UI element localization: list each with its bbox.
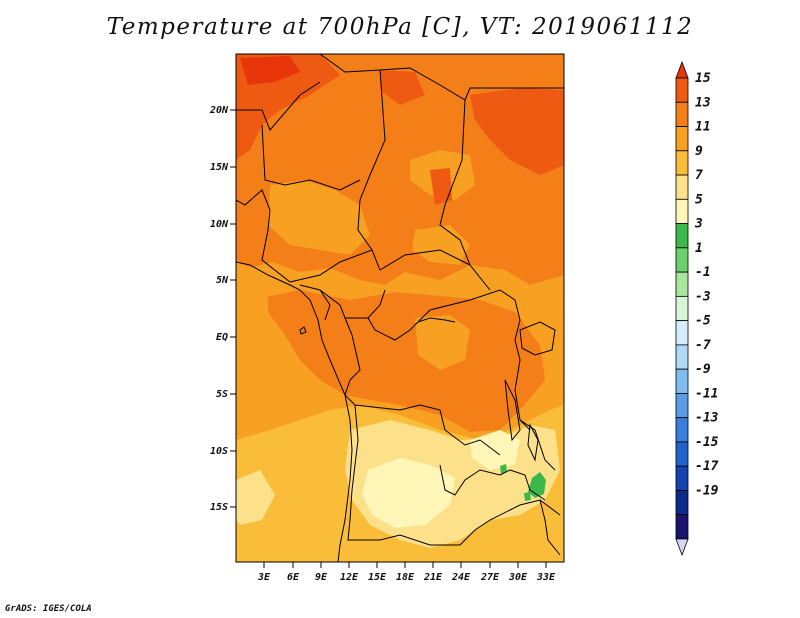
lon-label-15e: 15E bbox=[368, 572, 387, 583]
lon-label-18e: 18E bbox=[396, 572, 415, 583]
lat-label-15n: 15N bbox=[210, 162, 229, 173]
colorbar-swatch bbox=[675, 393, 689, 419]
colorbar-swatch bbox=[675, 295, 689, 322]
colorbar-swatch bbox=[675, 320, 689, 346]
colorbar-swatch bbox=[675, 441, 689, 467]
colorbar: 15 13 11 9 7 5 3 1 -1 -3 -5 -7 -9 -11 -13 -15 -17 -19 bbox=[675, 60, 719, 557]
lon-label-33e: 33E bbox=[536, 572, 556, 583]
colorbar-label: 3 bbox=[694, 217, 703, 232]
lon-label-3e: 3E bbox=[257, 572, 271, 583]
colorbar-swatch bbox=[675, 368, 689, 394]
lon-label-27e: 27E bbox=[480, 572, 500, 583]
colorbar-label: 13 bbox=[695, 95, 711, 110]
colorbar-label: -17 bbox=[695, 459, 719, 474]
colorbar-label: -15 bbox=[695, 435, 719, 450]
colorbar-swatch bbox=[675, 490, 689, 516]
colorbar-label: -7 bbox=[695, 338, 711, 353]
lon-label-9e: 9E bbox=[315, 572, 328, 583]
lat-label-eq: EQ bbox=[216, 332, 228, 343]
colorbar-label: -5 bbox=[695, 314, 711, 329]
grads-credit: GrADS: IGES/COLA bbox=[5, 604, 92, 614]
longitude-axis: 3E 6E 9E 12E 15E 18E 21E 24E 27E 30E 33E bbox=[257, 562, 556, 583]
colorbar-swatch bbox=[675, 223, 689, 249]
lon-label-24e: 24E bbox=[451, 572, 471, 583]
chart-title: Temperature at 700hPa [C], VT: 201906111… bbox=[106, 14, 694, 40]
colorbar-label: -19 bbox=[695, 483, 719, 498]
colorbar-swatch bbox=[675, 247, 689, 273]
lat-label-5s: 5S bbox=[216, 389, 228, 400]
colorbar-label: 7 bbox=[695, 168, 703, 183]
colorbar-label: 11 bbox=[695, 120, 711, 135]
colorbar-label: -13 bbox=[695, 411, 719, 426]
lon-label-30e: 30E bbox=[508, 572, 528, 583]
lon-label-6e: 6E bbox=[287, 572, 300, 583]
colorbar-swatch bbox=[675, 271, 689, 297]
lat-label-10n: 10N bbox=[210, 219, 229, 230]
colorbar-swatch bbox=[675, 198, 689, 224]
lat-label-5n: 5N bbox=[216, 275, 229, 286]
lat-label-20n: 20N bbox=[209, 105, 229, 116]
colorbar-label: 9 bbox=[695, 144, 703, 159]
colorbar-swatch bbox=[675, 174, 689, 200]
colorbar-label: 5 bbox=[695, 192, 703, 207]
colorbar-swatch bbox=[675, 465, 689, 491]
colorbar-swatch bbox=[675, 77, 689, 103]
colorbar-label: 1 bbox=[695, 241, 703, 256]
latitude-axis: 20N 15N 10N 5N EQ 5S 10S 15S bbox=[209, 105, 236, 513]
colorbar-label: 15 bbox=[695, 71, 711, 86]
colorbar-swatch bbox=[675, 417, 689, 443]
lon-label-12e: 12E bbox=[340, 572, 359, 583]
lon-label-21e: 21E bbox=[423, 572, 443, 583]
colorbar-swatch bbox=[675, 101, 689, 127]
colorbar-label: -9 bbox=[695, 362, 711, 377]
colorbar-swatch bbox=[675, 150, 689, 176]
colorbar-swatch bbox=[675, 126, 689, 152]
country-borders bbox=[236, 54, 564, 562]
colorbar-label: -1 bbox=[695, 265, 711, 280]
lat-label-10s: 10S bbox=[210, 446, 228, 457]
colorbar-swatch bbox=[675, 514, 689, 540]
temperature-field bbox=[236, 54, 564, 562]
lat-label-15s: 15S bbox=[210, 502, 228, 513]
colorbar-top-arrow bbox=[675, 60, 689, 79]
map-frame bbox=[235, 53, 565, 563]
colorbar-bottom-arrow bbox=[675, 538, 689, 557]
colorbar-label: -11 bbox=[695, 386, 718, 401]
colorbar-label: -3 bbox=[695, 289, 711, 304]
colorbar-swatch bbox=[675, 344, 689, 370]
